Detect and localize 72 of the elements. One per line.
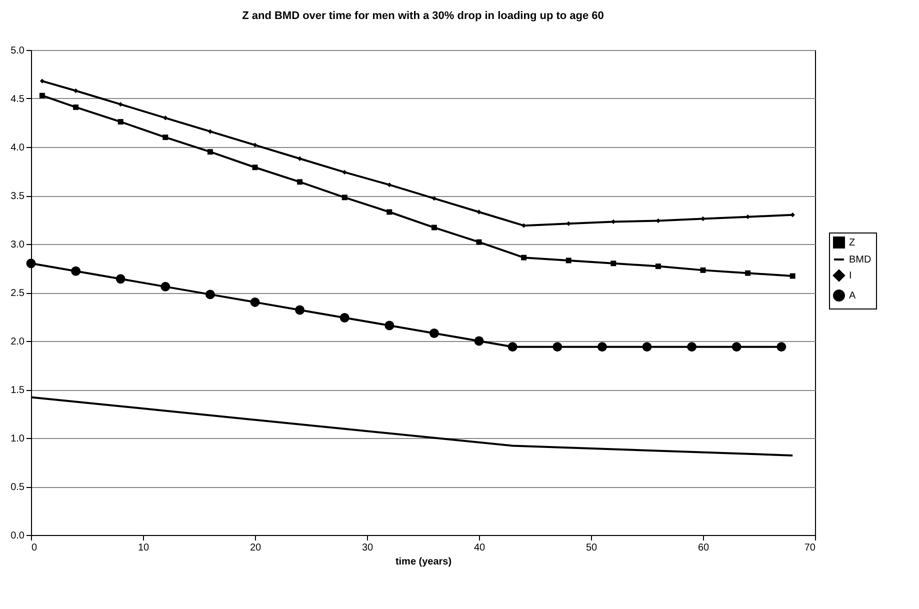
point [700, 267, 706, 273]
point [73, 104, 79, 110]
legend-label: Z [849, 238, 856, 248]
point [552, 342, 562, 352]
y-tick-label: 4.5 [10, 94, 25, 105]
y-tick-label: 3.0 [10, 240, 25, 250]
point [160, 282, 170, 292]
x-axis-title: time (years) [395, 556, 452, 568]
point [39, 92, 45, 98]
legend-label: BMD [849, 254, 872, 266]
point [610, 260, 616, 266]
chart-title: Z and BMD over time for men with a 30% drop in loading up to age 60 [242, 10, 604, 22]
x-tick-label: 50 [586, 542, 598, 554]
point [162, 134, 168, 140]
y-tick-label: 1.0 [10, 434, 25, 444]
x-tick-label: 10 [138, 542, 150, 554]
point [521, 254, 527, 260]
point [116, 274, 126, 284]
x-tick-label: 60 [698, 542, 710, 554]
point [474, 336, 484, 346]
point [687, 342, 697, 352]
point [252, 164, 258, 170]
point [342, 170, 347, 175]
y-tick-label: 3.5 [10, 191, 25, 202]
point [745, 270, 751, 276]
point [295, 305, 305, 315]
legend-label: I [849, 270, 852, 282]
point [655, 264, 661, 270]
point [432, 196, 437, 201]
point [40, 78, 45, 84]
point [386, 209, 392, 215]
point [205, 290, 215, 300]
point [297, 156, 302, 161]
legend-label: A [849, 290, 856, 302]
point [431, 224, 437, 230]
point [732, 342, 742, 352]
y-tick-label: 1.5 [10, 385, 25, 396]
y-tick-label: 2.0 [10, 336, 25, 348]
point [340, 312, 350, 322]
x-tick-label: 40 [474, 542, 486, 554]
point [508, 342, 518, 352]
point [790, 273, 796, 279]
point [642, 342, 652, 352]
x-tick-label: 20 [250, 542, 262, 554]
y-tick-label: 2.5 [10, 288, 25, 299]
point [163, 116, 168, 120]
point [71, 266, 81, 276]
point [73, 88, 78, 94]
point [429, 328, 439, 338]
point [26, 258, 36, 268]
point [566, 258, 572, 264]
y-tick-label: 0.5 [10, 482, 25, 493]
y-tick-label: 4.0 [10, 142, 25, 154]
point [250, 297, 260, 307]
x-tick-label: 30 [362, 542, 374, 554]
point [384, 320, 394, 330]
point [342, 194, 348, 200]
point [252, 142, 258, 148]
point [207, 149, 213, 155]
point [118, 102, 123, 107]
y-tick-label: 5.0 [10, 46, 25, 56]
x-tick-label: 0 [32, 542, 38, 554]
point [476, 210, 482, 214]
x-tick-label: 70 [804, 542, 816, 554]
point [118, 119, 124, 125]
point [597, 342, 607, 352]
point [387, 182, 392, 188]
point [208, 129, 213, 134]
point [476, 239, 482, 245]
point [776, 342, 786, 352]
y-tick-label: 0.0 [10, 530, 25, 542]
point [297, 179, 303, 185]
